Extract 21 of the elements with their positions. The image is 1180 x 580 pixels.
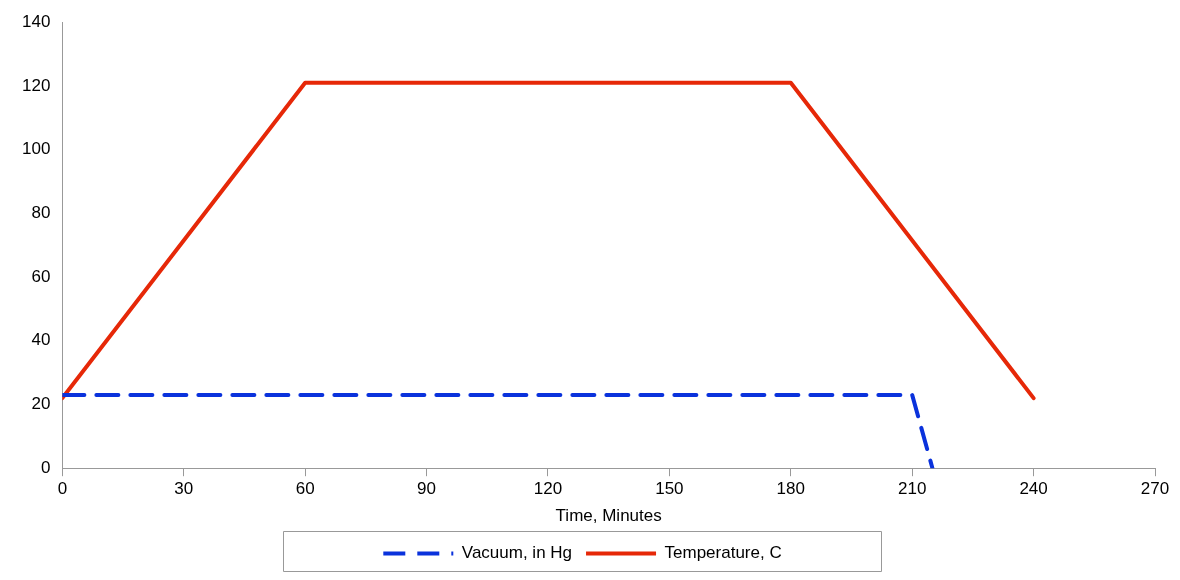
x-tick-label: 120 <box>533 479 563 499</box>
y-tick-label: 20 <box>31 394 51 414</box>
y-tick-label: 40 <box>31 330 51 350</box>
y-tick-label: 80 <box>31 203 51 223</box>
y-tick-label: 100 <box>21 139 51 159</box>
y-tick-label: 140 <box>21 11 51 31</box>
legend-label: Temperature, C <box>664 543 782 563</box>
x-tick-label: 180 <box>776 479 805 499</box>
x-tick-label: 30 <box>174 479 194 499</box>
x-tick-label: 240 <box>1019 479 1048 499</box>
x-axis-title: Time, Minutes <box>555 506 662 526</box>
y-tick-label: 120 <box>21 75 51 95</box>
x-tick-label: 270 <box>1140 479 1170 499</box>
x-tick-label: 210 <box>898 479 927 499</box>
y-tick-label: 0 <box>40 457 51 477</box>
x-tick-label: 150 <box>655 479 684 499</box>
x-tick-label: 60 <box>295 479 315 499</box>
legend-label: Vacuum, in Hg <box>461 543 573 563</box>
y-tick-label: 60 <box>31 266 51 286</box>
x-tick-label: 0 <box>57 479 68 499</box>
x-tick-label: 90 <box>417 479 437 499</box>
